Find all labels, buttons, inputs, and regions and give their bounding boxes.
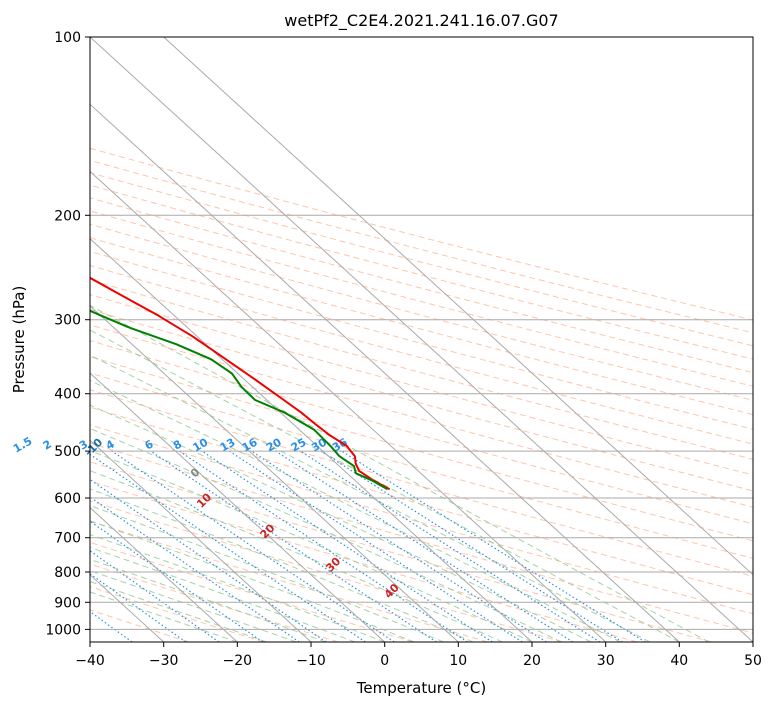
mixing-ratio-line bbox=[275, 450, 574, 642]
dry-adiabat bbox=[90, 389, 753, 577]
dry-adiabat bbox=[90, 250, 753, 430]
dry-adiabat bbox=[90, 197, 753, 374]
x-tick-label: 40 bbox=[670, 653, 688, 669]
x-axis-title: Temperature (°C) bbox=[356, 679, 486, 697]
y-axis-title: Pressure (hPa) bbox=[10, 286, 28, 394]
moist-adiabat bbox=[90, 449, 533, 642]
x-tick-label: 10 bbox=[449, 653, 467, 669]
y-tick-label: 500 bbox=[54, 444, 81, 460]
moist-adiabat bbox=[90, 570, 297, 642]
y-tick-label: 600 bbox=[54, 491, 81, 507]
mixing-ratio-line bbox=[150, 450, 437, 642]
moist-adiabat bbox=[90, 470, 503, 642]
x-tick-label: −10 bbox=[296, 653, 326, 669]
moist-adiabat bbox=[90, 591, 238, 642]
dry-adiabat bbox=[90, 237, 753, 416]
mixing-ratio-line bbox=[90, 478, 327, 642]
x-axis-ticks: −40 −30 −20 −10 0 10 20 30 40 50 bbox=[75, 642, 762, 669]
dry-adiabat bbox=[90, 184, 753, 360]
y-tick-label: 300 bbox=[54, 313, 81, 329]
dry-adiabat bbox=[90, 480, 638, 642]
y-tick-label: 100 bbox=[54, 30, 81, 46]
mixing-ratio-line bbox=[300, 450, 601, 642]
mixing-ratio-line bbox=[178, 450, 468, 642]
isotherm bbox=[90, 103, 680, 642]
mixing-ratio-line bbox=[251, 450, 547, 642]
y-tick-label: 700 bbox=[54, 531, 81, 547]
plot-frame bbox=[89, 36, 754, 643]
temperature-profile-line bbox=[90, 276, 391, 491]
dry-adiabat bbox=[90, 461, 712, 642]
dry-adiabat bbox=[90, 223, 753, 401]
isotherm bbox=[90, 237, 533, 642]
isotherm bbox=[90, 506, 238, 642]
moist-adiabat bbox=[90, 581, 267, 642]
y-tick-label: 800 bbox=[54, 565, 81, 581]
mixing-ratio-line bbox=[90, 453, 366, 642]
x-tick-label: 30 bbox=[597, 653, 615, 669]
chart-title: wetPf2_C2E4.2021.241.16.07.G07 bbox=[284, 11, 558, 31]
moist-adiabat bbox=[90, 304, 710, 642]
isotherm bbox=[90, 372, 386, 642]
x-tick-label: 0 bbox=[380, 653, 389, 669]
x-tick-label: −40 bbox=[75, 653, 105, 669]
mixing-ratio-line bbox=[111, 450, 395, 642]
moist-adiabat bbox=[90, 404, 592, 642]
x-tick-label: 20 bbox=[523, 653, 541, 669]
isotherm bbox=[90, 170, 607, 642]
x-tick-label: −20 bbox=[223, 653, 253, 669]
isotherm bbox=[90, 37, 753, 642]
mixing-ratio-line bbox=[341, 450, 646, 642]
dry-adiabat bbox=[90, 406, 753, 596]
moist-adiabat bbox=[90, 558, 326, 642]
x-tick-label: −30 bbox=[149, 653, 179, 669]
y-axis-ticks: 100 200 300 400 500 600 700 800 900 1000 bbox=[45, 30, 90, 638]
dewpoint-profile-line bbox=[90, 309, 388, 491]
gridlines bbox=[90, 37, 753, 642]
profiles bbox=[90, 276, 391, 491]
isotherm bbox=[90, 439, 312, 642]
background-lines bbox=[90, 147, 753, 642]
dry-adiabat bbox=[90, 264, 753, 445]
x-tick-label: 50 bbox=[744, 653, 762, 669]
moist-adiabat bbox=[90, 354, 651, 642]
moist-adiabat bbox=[90, 379, 621, 642]
isotherm bbox=[163, 37, 753, 576]
moist-adiabat bbox=[90, 546, 356, 642]
isotherm bbox=[90, 305, 459, 642]
y-tick-label: 200 bbox=[54, 208, 81, 224]
dry-adiabat bbox=[90, 279, 753, 460]
y-tick-label: 900 bbox=[54, 595, 81, 611]
y-tick-label: 400 bbox=[54, 387, 81, 403]
dry-adiabat bbox=[90, 210, 753, 387]
y-tick-label: 1000 bbox=[45, 622, 81, 638]
mixing-ratio-line bbox=[90, 496, 300, 642]
moist-adiabat bbox=[90, 488, 474, 642]
dry-adiabat bbox=[90, 372, 753, 559]
